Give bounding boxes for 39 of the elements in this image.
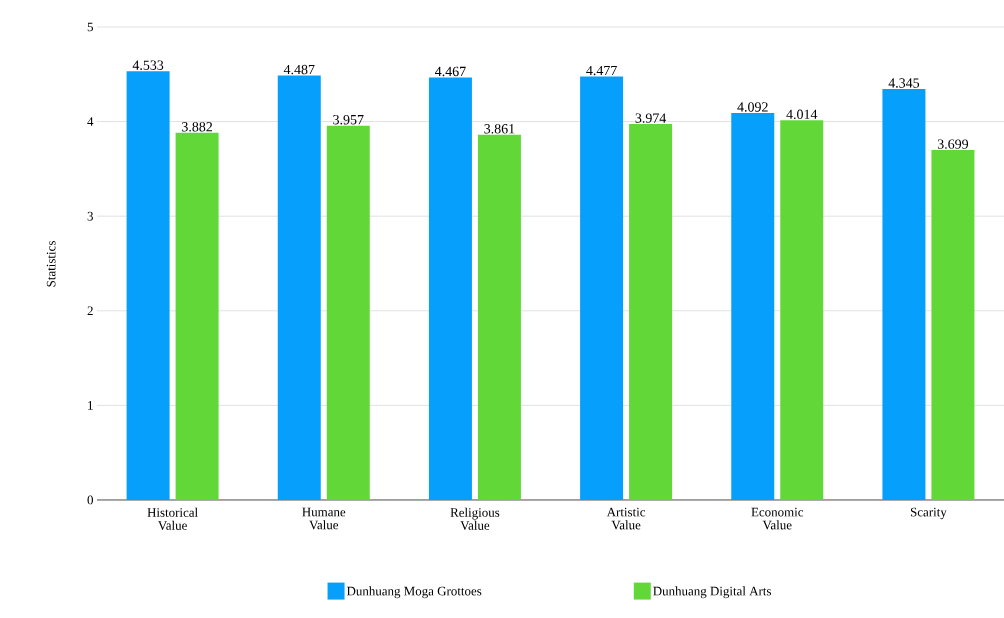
data-label: 3.699: [937, 139, 969, 149]
data-label: 4.533: [132, 60, 164, 70]
bar: [931, 150, 975, 500]
bar: [428, 77, 472, 500]
bar: [126, 71, 170, 500]
y-tick-label: 4: [87, 117, 94, 126]
data-label: 4.092: [737, 102, 768, 112]
data-label: 3.861: [484, 124, 515, 134]
data-label: 3.882: [182, 122, 213, 132]
data-label: 4.467: [435, 66, 466, 77]
data-label: 4.345: [888, 78, 920, 88]
bar: [580, 76, 624, 500]
bar: [882, 88, 926, 500]
x-tick-label: Economic Value: [751, 507, 804, 530]
x-tick-label: Historical Value: [147, 507, 198, 530]
data-label: 4.014: [786, 109, 818, 120]
bar: [780, 120, 824, 500]
y-tick-label: 2: [87, 306, 93, 316]
y-tick-label: 1: [88, 401, 93, 410]
legend-label: Dunhuang Digital Arts: [653, 586, 772, 599]
x-tick-label: Artistic Value: [606, 507, 646, 530]
bar: [277, 75, 321, 500]
data-label: 3.957: [333, 115, 364, 125]
bar: [175, 132, 219, 500]
data-label: 3.974: [635, 113, 667, 123]
y-axis-title: Statistics: [46, 241, 56, 287]
y-tick-label: 3: [87, 211, 93, 221]
bar: [477, 134, 521, 500]
data-label: 4.487: [283, 64, 315, 75]
x-tick-label: Scarity: [910, 507, 947, 520]
y-tick-label: 0: [87, 495, 93, 505]
bar: [629, 124, 673, 500]
bar: [326, 125, 370, 500]
bar: [731, 112, 775, 500]
data-label: 4.477: [586, 65, 617, 76]
legend-label: Dunhuang Moga Grottoes: [346, 586, 482, 599]
y-tick-label: 5: [87, 22, 93, 32]
x-tick-label: Humane Value: [302, 507, 346, 530]
x-tick-label: Religious Value: [450, 507, 500, 530]
